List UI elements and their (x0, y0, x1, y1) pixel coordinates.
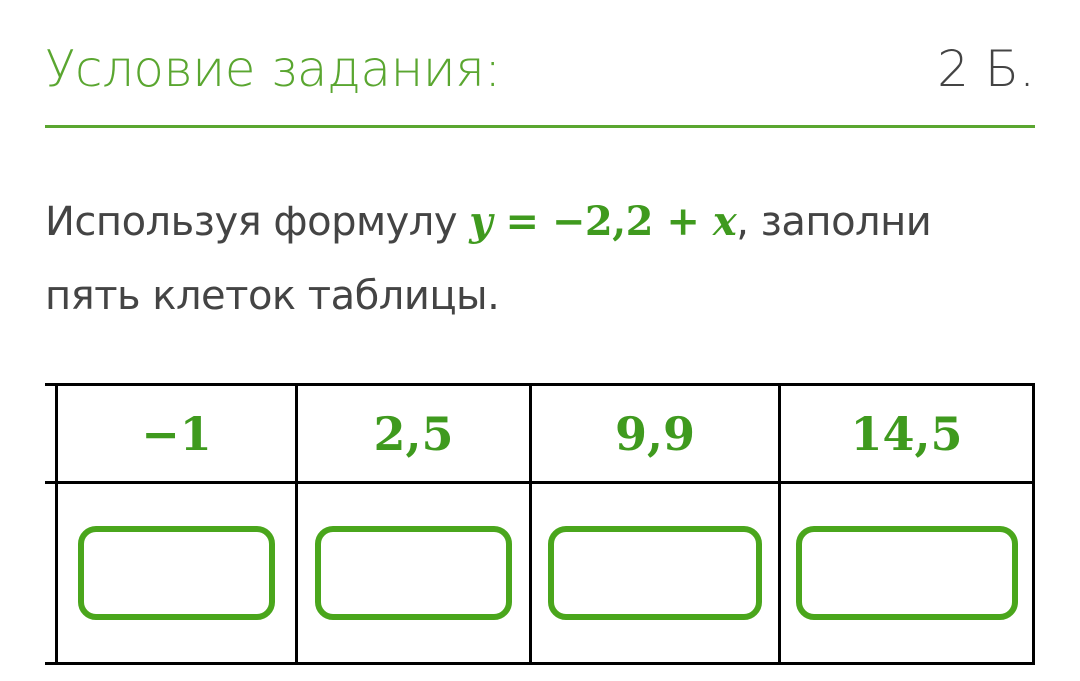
y-input-3[interactable] (548, 526, 762, 620)
formula-x: x (712, 198, 737, 245)
formula-rest: = −2,2 + (492, 198, 713, 245)
x-row: −1 2,5 9,9 14,5 (45, 383, 1035, 484)
task-text-after: , заполни пять клеток таблицы. (45, 199, 932, 319)
page-title: Условие задания: (45, 40, 501, 98)
table-cell-cut (45, 383, 58, 484)
y-row (45, 481, 1035, 665)
y-cell (295, 481, 532, 665)
y-cell (778, 481, 1035, 665)
formula-y: y (469, 198, 493, 245)
y-cell (55, 481, 298, 665)
title-divider (45, 125, 1035, 128)
values-table: −1 2,5 9,9 14,5 (45, 383, 1035, 665)
x-value-cell: 2,5 (295, 383, 532, 484)
y-input-1[interactable] (78, 526, 275, 620)
y-input-4[interactable] (795, 526, 1018, 620)
points-badge: 2 Б. (937, 40, 1035, 98)
formula: y = −2,2 + x (469, 198, 736, 245)
y-input-2[interactable] (315, 526, 512, 620)
y-cell (529, 481, 781, 665)
x-value-cell: −1 (55, 383, 298, 484)
task-statement: Используя формулу y = −2,2 + x, заполни … (45, 185, 1035, 333)
table-cell-cut (45, 481, 58, 665)
x-value-cell: 9,9 (529, 383, 781, 484)
x-value-cell: 14,5 (778, 383, 1035, 484)
task-text-before: Используя формулу (45, 199, 470, 245)
